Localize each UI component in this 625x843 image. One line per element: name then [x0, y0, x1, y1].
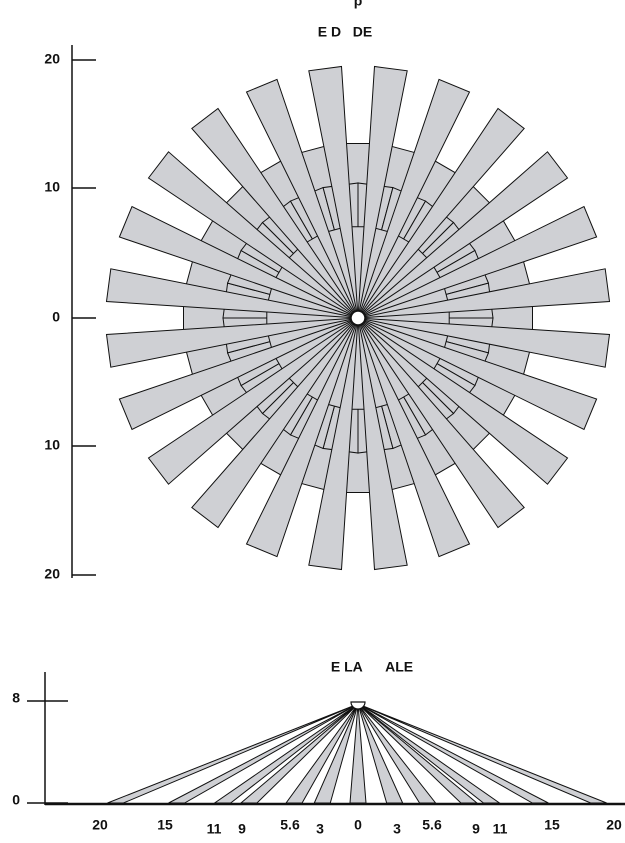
long-finger: [357, 317, 408, 571]
long-finger: [118, 317, 359, 431]
long-finger: [357, 317, 598, 431]
distance-label: 9: [472, 821, 480, 837]
top-view-title: E D DE: [318, 24, 372, 40]
distance-label: 15: [157, 817, 173, 833]
long-finger: [357, 317, 471, 558]
axis-label: 20: [44, 566, 60, 582]
axis-label: 8: [12, 690, 20, 706]
long-finger: [147, 151, 359, 319]
axis-label: 0: [52, 309, 60, 325]
long-finger: [357, 78, 471, 319]
long-finger: [245, 78, 359, 319]
distance-label: 5.6: [422, 817, 442, 833]
long-finger: [105, 317, 359, 368]
distance-label: 20: [606, 817, 622, 833]
sensor: [350, 701, 366, 710]
long-finger: [245, 317, 359, 558]
axis-label: 10: [44, 179, 60, 195]
long-finger: [357, 151, 569, 319]
top-view: [105, 65, 611, 571]
long-finger: [308, 317, 359, 571]
axis-label: 20: [44, 51, 60, 67]
side-view-title: E LA ALE: [331, 659, 413, 675]
sensor: [350, 310, 366, 326]
distance-label: 20: [92, 817, 108, 833]
side-view: [107, 701, 607, 804]
long-finger: [357, 317, 525, 529]
long-finger: [357, 65, 408, 319]
distance-label: 9: [238, 821, 246, 837]
distance-label: 3: [316, 821, 324, 837]
top-fragment: p: [354, 0, 363, 9]
distance-label: 3: [393, 821, 401, 837]
distance-label: 15: [544, 817, 560, 833]
axis-label: 10: [44, 437, 60, 453]
axis-label: 0: [12, 792, 20, 808]
distance-label: 11: [207, 821, 222, 837]
long-finger: [118, 205, 359, 319]
long-finger: [357, 107, 525, 319]
long-finger: [105, 268, 359, 319]
distance-label: 11: [493, 821, 508, 837]
long-finger: [147, 317, 359, 485]
long-finger: [191, 317, 359, 529]
long-finger: [308, 65, 359, 319]
long-finger: [357, 205, 598, 319]
distance-label: 5.6: [280, 817, 300, 833]
long-finger: [357, 268, 611, 319]
long-finger: [357, 317, 569, 485]
distance-label: 0: [354, 817, 362, 833]
long-finger: [191, 107, 359, 319]
long-finger: [357, 317, 611, 368]
